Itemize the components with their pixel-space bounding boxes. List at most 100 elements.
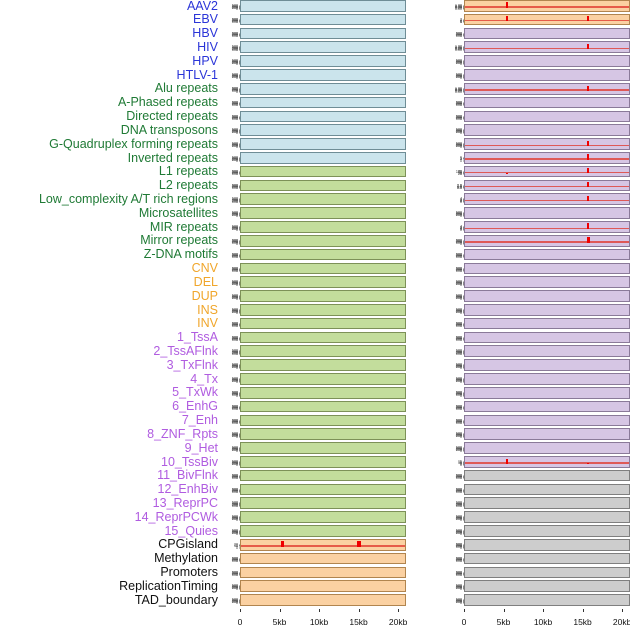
right-track-panel[interactable] xyxy=(464,207,630,219)
right-track-panel[interactable] xyxy=(464,248,630,261)
left-track-panel[interactable] xyxy=(240,525,406,537)
left-track-panel[interactable] xyxy=(240,152,406,164)
left-track-panel[interactable] xyxy=(240,580,406,592)
right-track-panel[interactable] xyxy=(464,55,630,67)
left-track-panel[interactable] xyxy=(240,497,406,510)
track-label[interactable]: Directed repeats xyxy=(126,109,218,124)
track-label[interactable]: INS xyxy=(197,302,218,317)
left-track-panel[interactable] xyxy=(240,13,406,26)
track-label[interactable]: EBV xyxy=(192,12,218,27)
track-label[interactable]: A-Phased repeats xyxy=(117,95,218,110)
right-track-panel[interactable] xyxy=(464,317,630,330)
right-track-panel[interactable] xyxy=(464,400,630,413)
track-label[interactable]: Z-DNA motifs xyxy=(143,247,218,262)
left-track-panel[interactable] xyxy=(240,538,406,551)
left-track-panel[interactable] xyxy=(240,483,406,496)
right-track-panel[interactable] xyxy=(464,69,630,81)
left-track-panel[interactable] xyxy=(240,0,406,12)
right-track-panel[interactable] xyxy=(464,221,630,233)
left-track-panel[interactable] xyxy=(240,248,406,261)
track-label[interactable]: 7_Enh xyxy=(181,413,218,428)
track-label[interactable]: DNA transposons xyxy=(120,122,218,137)
right-track-panel[interactable] xyxy=(464,580,630,592)
right-track-panel[interactable] xyxy=(464,82,630,95)
track-label[interactable]: 4_Tx xyxy=(190,371,218,386)
right-track-panel[interactable] xyxy=(464,165,630,178)
track-label[interactable]: AAV2 xyxy=(186,0,218,13)
right-track-panel[interactable] xyxy=(464,345,630,358)
left-track-panel[interactable] xyxy=(240,552,406,565)
track-label[interactable]: 9_Het xyxy=(184,440,218,455)
left-track-panel[interactable] xyxy=(240,221,406,233)
left-track-panel[interactable] xyxy=(240,345,406,358)
track-label[interactable]: HTLV-1 xyxy=(176,67,218,82)
right-track-panel[interactable] xyxy=(464,359,630,371)
track-label[interactable]: 11_BivFlnk xyxy=(157,468,218,483)
left-track-panel[interactable] xyxy=(240,193,406,206)
track-label[interactable]: 14_ReprPCWk xyxy=(134,509,218,524)
right-track-panel[interactable] xyxy=(464,138,630,150)
right-track-panel[interactable] xyxy=(464,456,630,468)
track-label[interactable]: Methylation xyxy=(154,551,218,566)
right-track-panel[interactable] xyxy=(464,27,630,40)
left-track-panel[interactable] xyxy=(240,96,406,109)
left-track-panel[interactable] xyxy=(240,69,406,81)
left-track-panel[interactable] xyxy=(240,165,406,178)
right-track-panel[interactable] xyxy=(464,525,630,537)
left-track-panel[interactable] xyxy=(240,276,406,288)
track-label[interactable]: 2_TssAFlnk xyxy=(153,344,218,359)
right-track-panel[interactable] xyxy=(464,442,630,454)
track-label[interactable]: CPGisland xyxy=(158,537,218,552)
track-label[interactable]: HBV xyxy=(192,26,218,41)
left-track-panel[interactable] xyxy=(240,138,406,150)
right-track-panel[interactable] xyxy=(464,386,630,399)
track-label[interactable]: 10_TssBiv xyxy=(161,454,218,469)
left-track-panel[interactable] xyxy=(240,456,406,468)
right-track-panel[interactable] xyxy=(464,566,630,579)
left-track-panel[interactable] xyxy=(240,594,406,606)
left-track-panel[interactable] xyxy=(240,290,406,302)
track-label[interactable]: INV xyxy=(197,316,218,331)
left-track-panel[interactable] xyxy=(240,414,406,427)
left-track-panel[interactable] xyxy=(240,469,406,482)
track-label[interactable]: Promoters xyxy=(160,565,218,580)
right-track-panel[interactable] xyxy=(464,262,630,275)
track-label[interactable]: 5_TxWk xyxy=(172,385,218,400)
track-label[interactable]: Alu repeats xyxy=(154,81,218,96)
track-label[interactable]: CNV xyxy=(191,261,218,276)
right-track-panel[interactable] xyxy=(464,290,630,302)
left-track-panel[interactable] xyxy=(240,304,406,316)
left-track-panel[interactable] xyxy=(240,27,406,40)
track-label[interactable]: Low_complexity A/T rich regions xyxy=(38,192,218,207)
left-track-panel[interactable] xyxy=(240,511,406,523)
track-label[interactable]: L1 repeats xyxy=(158,164,218,179)
right-track-panel[interactable] xyxy=(464,179,630,192)
left-track-panel[interactable] xyxy=(240,442,406,454)
left-track-panel[interactable] xyxy=(240,359,406,371)
left-track-panel[interactable] xyxy=(240,234,406,247)
right-track-panel[interactable] xyxy=(464,538,630,551)
track-label[interactable]: MIR repeats xyxy=(149,219,218,234)
track-label[interactable]: HPV xyxy=(192,53,218,68)
track-label[interactable]: 15_Quies xyxy=(164,523,218,538)
right-track-panel[interactable] xyxy=(464,234,630,247)
right-track-panel[interactable] xyxy=(464,0,630,12)
left-track-panel[interactable] xyxy=(240,124,406,136)
track-label[interactable]: TAD_boundary xyxy=(134,592,218,607)
track-label[interactable]: 6_EnhG xyxy=(172,399,218,414)
track-label[interactable]: Inverted repeats xyxy=(127,150,218,165)
right-track-panel[interactable] xyxy=(464,483,630,496)
right-track-panel[interactable] xyxy=(464,428,630,440)
track-label[interactable]: ReplicationTiming xyxy=(119,578,218,593)
left-track-panel[interactable] xyxy=(240,55,406,67)
right-track-panel[interactable] xyxy=(464,414,630,427)
left-track-panel[interactable] xyxy=(240,373,406,385)
right-track-panel[interactable] xyxy=(464,276,630,288)
left-track-panel[interactable] xyxy=(240,331,406,344)
left-track-panel[interactable] xyxy=(240,262,406,275)
right-track-panel[interactable] xyxy=(464,41,630,54)
track-label[interactable]: Mirror repeats xyxy=(140,233,218,248)
left-track-panel[interactable] xyxy=(240,386,406,399)
left-track-panel[interactable] xyxy=(240,82,406,95)
track-label[interactable]: G-Quadruplex forming repeats xyxy=(49,136,218,151)
